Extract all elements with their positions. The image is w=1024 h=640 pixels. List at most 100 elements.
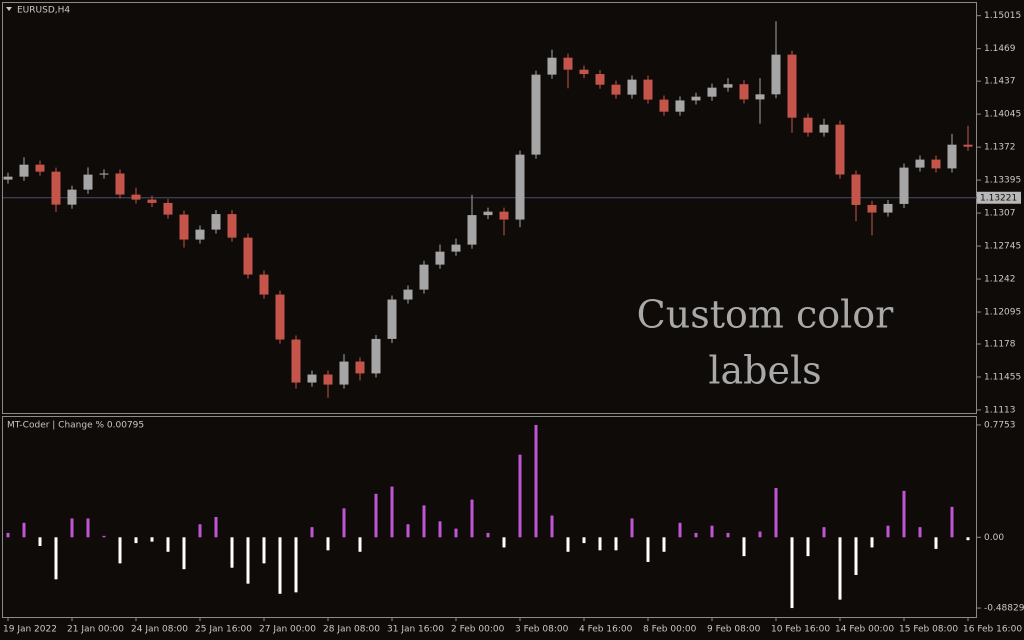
candle-body xyxy=(723,84,733,88)
candle-body xyxy=(83,174,93,190)
bar xyxy=(406,524,410,538)
x-tick-label: 27 Jan 00:00 xyxy=(259,625,316,635)
bar xyxy=(486,532,490,538)
bar xyxy=(278,537,282,594)
y-tick-label: 1.1307 xyxy=(984,209,1016,219)
y-tick-label: 1.1437 xyxy=(984,77,1016,87)
candle-body xyxy=(627,79,637,95)
y-tick-label: 1.13395 xyxy=(984,176,1021,186)
bar xyxy=(214,517,218,538)
y-tick-label: 1.1242 xyxy=(984,275,1016,285)
x-tick-label: 24 Jan 08:00 xyxy=(131,625,188,635)
candle-body xyxy=(19,164,29,177)
bar xyxy=(854,537,858,575)
candle-body xyxy=(659,99,669,112)
bar xyxy=(390,486,394,538)
bar xyxy=(726,532,730,538)
bar xyxy=(582,537,586,544)
y-tick-label: 0.00 xyxy=(984,533,1004,543)
x-tick-label: 15 Feb 08:00 xyxy=(899,625,958,635)
candle-body xyxy=(835,124,845,175)
bar xyxy=(678,522,682,538)
x-tick-label: 10 Feb 16:00 xyxy=(771,625,830,635)
bar xyxy=(374,493,378,538)
bar xyxy=(614,537,618,551)
y-tick-label: 1.1469 xyxy=(984,44,1016,54)
bar xyxy=(118,537,122,564)
bar xyxy=(774,488,778,538)
candle-body xyxy=(163,202,173,215)
candle-body xyxy=(947,144,957,169)
candle-body xyxy=(371,338,381,374)
y-tick-label: -0.48829 xyxy=(984,604,1024,614)
x-tick-label: 3 Feb 08:00 xyxy=(515,625,569,635)
bar xyxy=(454,528,458,538)
bar xyxy=(710,525,714,538)
bar xyxy=(166,537,170,552)
candle-body xyxy=(243,237,253,275)
bar xyxy=(950,506,954,538)
bar xyxy=(566,537,570,552)
bar xyxy=(182,537,186,570)
candle-body xyxy=(563,57,573,70)
bar xyxy=(742,537,746,557)
bar xyxy=(198,524,202,538)
bar xyxy=(790,537,794,609)
bar xyxy=(38,537,42,546)
x-tick-label: 16 Feb 16:00 xyxy=(963,625,1022,635)
bar xyxy=(694,532,698,538)
candle-body xyxy=(291,339,301,383)
y-tick-label: 1.12095 xyxy=(984,308,1021,318)
candle-body xyxy=(643,79,653,100)
candle-body xyxy=(867,204,877,213)
bar xyxy=(262,537,266,564)
indicator-panel xyxy=(2,416,977,618)
x-tick-label: 19 Jan 2022 xyxy=(3,625,57,635)
bar xyxy=(662,537,666,552)
bar xyxy=(886,525,890,538)
x-tick-label: 14 Feb 00:00 xyxy=(835,625,894,635)
candle-body xyxy=(499,211,509,220)
candle-body xyxy=(307,374,317,383)
candle-body xyxy=(675,100,685,112)
candle-body xyxy=(179,214,189,240)
bar xyxy=(134,537,138,544)
bar xyxy=(838,537,842,600)
candle-body xyxy=(115,173,125,195)
candle-body xyxy=(531,74,541,155)
menu-icon[interactable] xyxy=(6,7,12,11)
candle-body xyxy=(787,54,797,118)
candle-body xyxy=(195,229,205,240)
bar xyxy=(310,527,314,538)
bar xyxy=(326,537,330,551)
candle-body xyxy=(275,294,285,340)
candle-body xyxy=(483,211,493,216)
candle-body xyxy=(547,57,557,75)
candle-body xyxy=(147,199,157,203)
bar xyxy=(758,531,762,538)
candle-body xyxy=(355,361,365,374)
candle-body xyxy=(915,159,925,168)
bar xyxy=(150,537,154,542)
candle-body xyxy=(323,374,333,385)
candle-body xyxy=(931,159,941,169)
y-tick-label: 1.11455 xyxy=(984,372,1021,382)
candle-body xyxy=(131,194,141,200)
bar xyxy=(246,537,250,584)
candle-body xyxy=(227,214,237,238)
y-tick-label: 1.12745 xyxy=(984,242,1021,252)
bar xyxy=(822,527,826,538)
y-tick-label: 1.15015 xyxy=(984,11,1021,21)
candle-body xyxy=(771,54,781,95)
price-panel xyxy=(2,2,977,414)
x-tick-label: 21 Jan 00:00 xyxy=(67,625,124,635)
candle-body xyxy=(3,176,13,180)
candle-body xyxy=(387,299,397,339)
candle-body xyxy=(339,361,349,385)
x-tick-label: 4 Feb 16:00 xyxy=(579,625,633,635)
candle-body xyxy=(707,87,717,97)
price-label: 1.13221 xyxy=(980,193,1017,203)
candle-body xyxy=(739,84,749,100)
candle-body xyxy=(819,124,829,133)
